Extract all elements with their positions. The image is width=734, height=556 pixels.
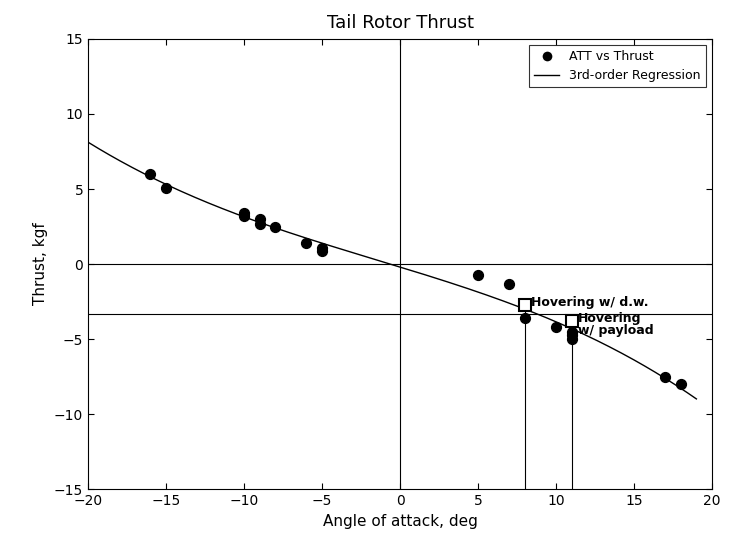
3rd-order Regression <box>692 395 701 402</box>
ATT vs Thrust <box>566 327 578 336</box>
ATT vs Thrust <box>659 373 671 381</box>
ATT vs Thrust <box>566 335 578 344</box>
ATT vs Thrust <box>519 314 531 322</box>
3rd-order Regression <box>84 139 92 146</box>
3rd-order Regression <box>157 179 166 186</box>
ATT vs Thrust <box>238 212 250 221</box>
Y-axis label: Thrust, kgf: Thrust, kgf <box>34 223 48 305</box>
Line: 3rd-order Regression: 3rd-order Regression <box>88 142 697 399</box>
ATT vs Thrust <box>550 322 562 331</box>
3rd-order Regression <box>523 307 531 314</box>
X-axis label: Angle of attack, deg: Angle of attack, deg <box>322 514 478 529</box>
ATT vs Thrust <box>316 243 328 252</box>
ATT vs Thrust <box>675 380 686 389</box>
ATT vs Thrust <box>254 215 266 224</box>
ATT vs Thrust <box>472 270 484 279</box>
ATT vs Thrust <box>566 330 578 339</box>
ATT vs Thrust <box>316 246 328 255</box>
3rd-order Regression <box>282 229 291 235</box>
3rd-order Regression <box>466 286 475 293</box>
ATT vs Thrust <box>269 222 281 231</box>
Legend: ATT vs Thrust, 3rd-order Regression: ATT vs Thrust, 3rd-order Regression <box>529 45 705 87</box>
Text: w/ payload: w/ payload <box>578 324 653 337</box>
ATT vs Thrust <box>238 208 250 217</box>
ATT vs Thrust <box>300 239 312 247</box>
Text: Hovering: Hovering <box>578 312 642 325</box>
3rd-order Regression <box>526 308 534 315</box>
ATT vs Thrust <box>254 219 266 228</box>
ATT vs Thrust <box>504 279 515 288</box>
Text: Hovering w/ d.w.: Hovering w/ d.w. <box>531 296 649 309</box>
3rd-order Regression <box>324 242 333 249</box>
ATT vs Thrust <box>145 170 156 178</box>
Title: Tail Rotor Thrust: Tail Rotor Thrust <box>327 14 473 32</box>
ATT vs Thrust <box>160 183 172 192</box>
